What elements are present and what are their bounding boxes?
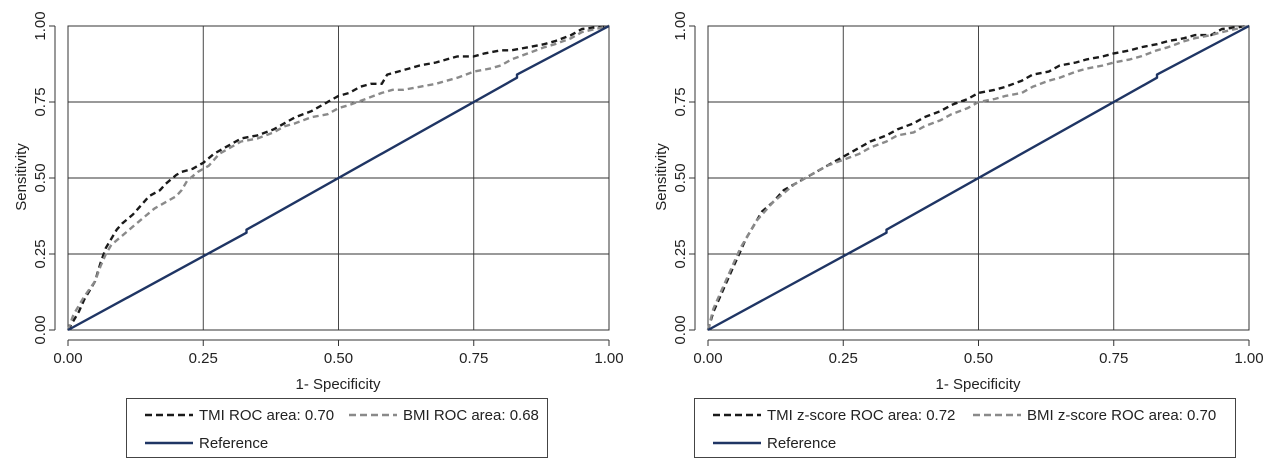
- legend-label-reference: Reference: [767, 434, 837, 452]
- x-tick-label: 0.25: [829, 350, 858, 367]
- legend-swatch-dashed-gray: [973, 413, 1021, 417]
- x-tick-label: 1.00: [594, 350, 623, 367]
- series-line-tmi-roc-area-0-70: [66, 24, 610, 331]
- y-tick-label: 0.75: [32, 87, 49, 116]
- series-line-bmi-roc-area-0-68: [66, 24, 610, 331]
- y-tick-label: 0.25: [672, 239, 689, 268]
- legend-label-bmi-zscore: BMI z-score ROC area: 0.70: [1027, 406, 1217, 424]
- legend-item-reference: Reference: [145, 433, 268, 453]
- legend-swatch-dashed-gray: [349, 413, 397, 417]
- legend-left: TMI ROC area: 0.70 BMI ROC area: 0.68 Re…: [126, 398, 548, 458]
- y-tick-label: 0.50: [672, 163, 689, 192]
- y-tick-label: 0.75: [672, 87, 689, 116]
- roc-chart-right: Sensitivity 1- Specificity 0.00 0.25 0.50 0…: [653, 11, 1264, 393]
- legend-item-reference: Reference: [713, 433, 836, 453]
- legend-item-tmi: TMI ROC area: 0.70: [145, 405, 334, 425]
- y-axis-label: Sensitivity: [653, 143, 670, 211]
- legend-label-reference: Reference: [199, 434, 269, 452]
- legend-swatch-solid-navy: [145, 441, 193, 445]
- legend-swatch-dashed-black: [713, 413, 761, 417]
- series-line-reference: [707, 24, 1250, 332]
- roc-panel-left: Sensitivity 1- Specificity 0.00 0.25 0.50 0…: [13, 11, 624, 458]
- legend-label-tmi: TMI ROC area: 0.70: [199, 406, 335, 424]
- legend-right: TMI z-score ROC area: 0.72 BMI z-score R…: [694, 398, 1236, 458]
- x-tick-label: 0.25: [189, 350, 218, 367]
- y-tick-label: 0.25: [32, 239, 49, 268]
- y-tick-label: 0.50: [32, 163, 49, 192]
- y-axis-label: Sensitivity: [13, 143, 30, 211]
- legend-swatch-dashed-black: [145, 413, 193, 417]
- x-tick-label: 0.50: [324, 350, 353, 367]
- y-tick-label: 1.00: [672, 11, 689, 40]
- legend-item-tmi-zscore: TMI z-score ROC area: 0.72: [713, 405, 955, 425]
- plot-area: 0.00 0.25 0.50 0.75 1.00 0.00 0.25 0.50 0.75 1.00: [32, 11, 624, 367]
- x-tick-label: 0.75: [459, 350, 488, 367]
- legend-swatch-solid-navy: [713, 441, 761, 445]
- x-tick-label: 0.50: [964, 350, 993, 367]
- x-tick-label: 1.00: [1234, 350, 1263, 367]
- legend-item-bmi-zscore: BMI z-score ROC area: 0.70: [973, 405, 1216, 425]
- series-line-reference: [67, 24, 610, 332]
- y-tick-label: 0.00: [672, 315, 689, 344]
- x-tick-label: 0.00: [53, 350, 82, 367]
- legend-label-bmi: BMI ROC area: 0.68: [403, 406, 539, 424]
- roc-panel-right: Sensitivity 1- Specificity 0.00 0.25 0.50 0…: [640, 0, 1279, 458]
- y-tick-label: 0.00: [32, 315, 49, 344]
- legend-item-bmi: BMI ROC area: 0.68: [349, 405, 539, 425]
- x-axis-label: 1- Specificity: [295, 376, 381, 393]
- legend-label-tmi-zscore: TMI z-score ROC area: 0.72: [767, 406, 956, 424]
- x-tick-label: 0.75: [1099, 350, 1128, 367]
- roc-chart-left: Sensitivity 1- Specificity 0.00 0.25 0.50 0…: [13, 11, 624, 393]
- x-axis-label: 1- Specificity: [935, 376, 1021, 393]
- plot-area: 0.00 0.25 0.50 0.75 1.00 0.00 0.25 0.50 0.75 1.00: [672, 11, 1264, 367]
- y-tick-label: 1.00: [32, 11, 49, 40]
- x-tick-label: 0.00: [693, 350, 722, 367]
- series-line-tmi-z-score-roc-area-0-72: [706, 24, 1250, 331]
